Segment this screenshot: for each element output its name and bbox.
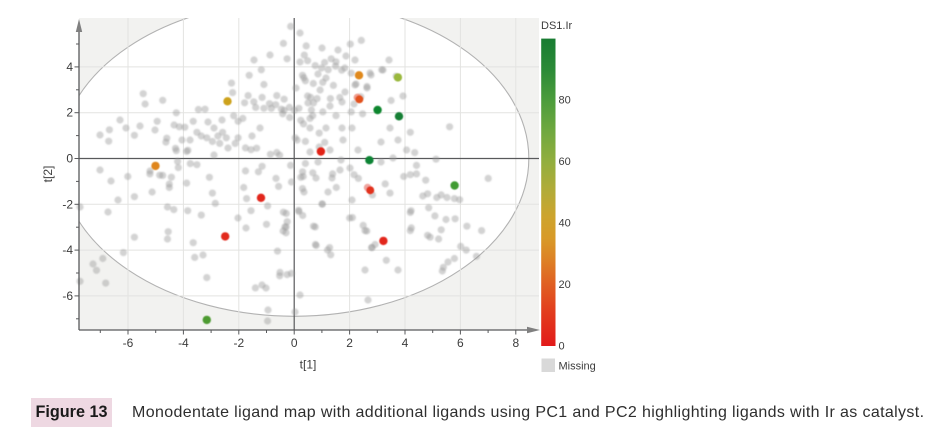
svg-text:0: 0 (559, 341, 565, 353)
svg-text:-2: -2 (62, 197, 73, 211)
svg-text:2: 2 (346, 336, 353, 350)
svg-text:40: 40 (559, 218, 571, 230)
svg-text:t[2]: t[2] (41, 166, 55, 183)
svg-text:-6: -6 (62, 289, 73, 303)
svg-text:20: 20 (559, 279, 571, 291)
svg-text:0: 0 (291, 336, 298, 350)
svg-text:6: 6 (457, 336, 464, 350)
svg-text:DS1.Ir: DS1.Ir (541, 20, 573, 32)
svg-text:-6: -6 (123, 336, 134, 350)
svg-text:-2: -2 (233, 336, 244, 350)
svg-text:0: 0 (66, 152, 73, 166)
svg-text:60: 60 (559, 156, 571, 168)
svg-text:8: 8 (512, 336, 519, 350)
svg-text:t[1]: t[1] (300, 358, 317, 372)
svg-text:80: 80 (559, 95, 571, 107)
svg-text:4: 4 (66, 60, 73, 74)
svg-text:-4: -4 (62, 243, 73, 257)
svg-text:-4: -4 (178, 336, 189, 350)
svg-text:4: 4 (402, 336, 409, 350)
svg-text:2: 2 (66, 106, 73, 120)
svg-text:Missing: Missing (559, 361, 596, 373)
